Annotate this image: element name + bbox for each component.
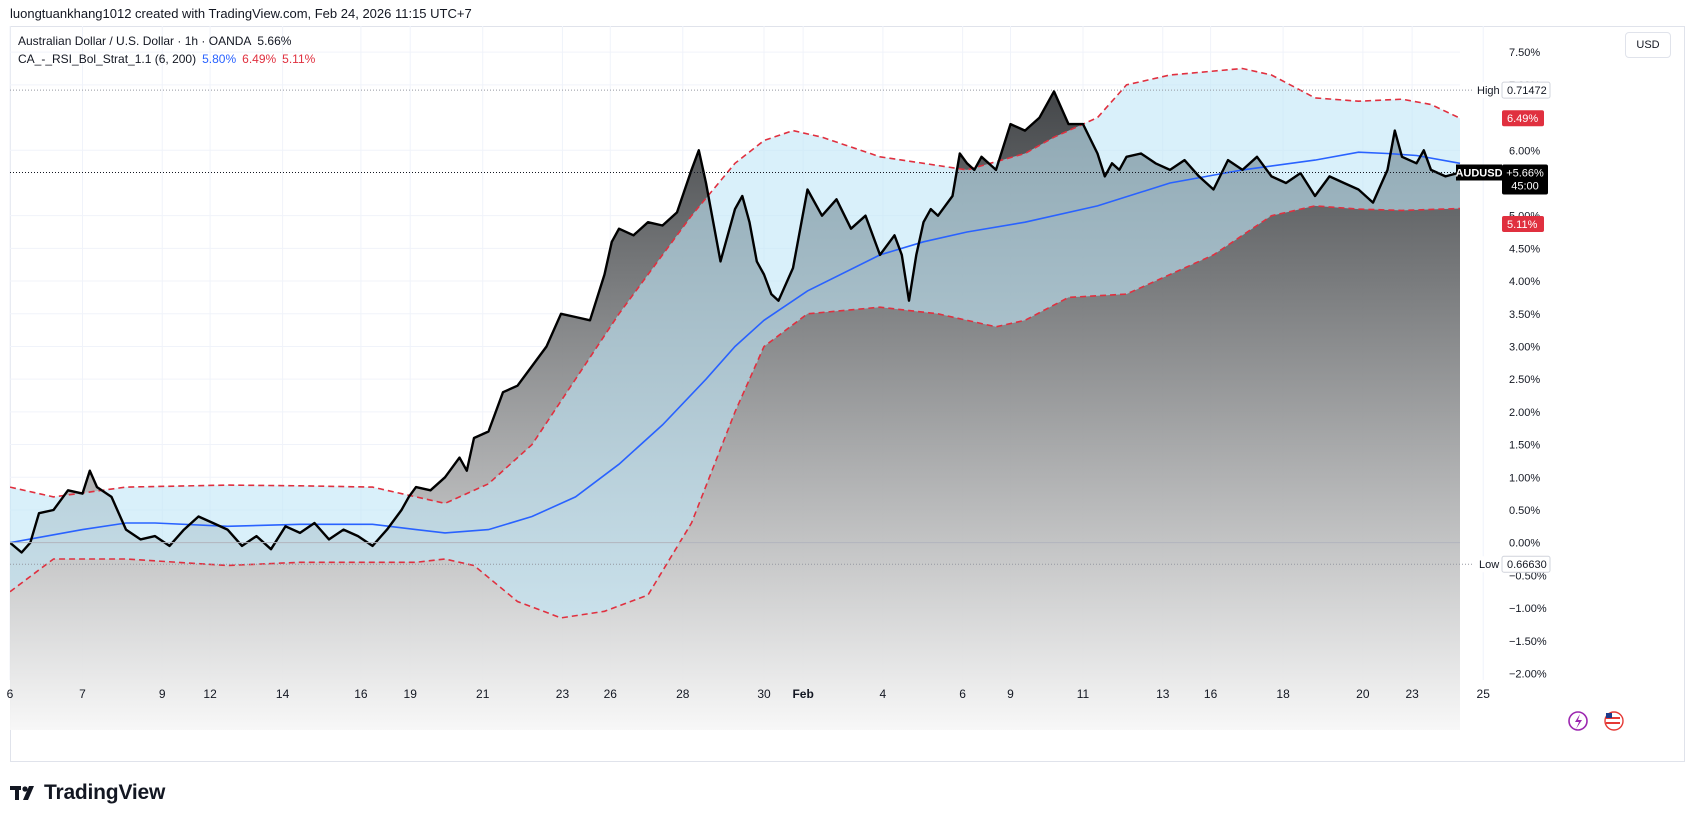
- indicator-legend-label: CA_-_RSI_Bol_Strat_1.1 (6, 200): [18, 52, 197, 66]
- lower-band-line: [10, 205, 1461, 619]
- y-tick-label: 1.00%: [1509, 472, 1540, 484]
- x-tick-label: 18: [1276, 687, 1290, 701]
- x-tick-label: 14: [276, 687, 290, 701]
- symbol-tag-bg: [1456, 164, 1502, 181]
- x-tick-label: 28: [676, 687, 690, 701]
- chart-attribution: luongtuankhang1012 created with TradingV…: [10, 6, 472, 21]
- indicator-value-lower: 5.11%: [282, 52, 316, 66]
- x-tick-label: 4: [880, 687, 887, 701]
- flag-icon-canton: [1606, 713, 1612, 718]
- x-tick-label: 21: [476, 687, 490, 701]
- price-tag-bg: [1502, 164, 1548, 195]
- x-tick-label: 9: [1007, 687, 1014, 701]
- currency-button[interactable]: USD: [1625, 32, 1671, 58]
- x-tick-label: 23: [1405, 687, 1419, 701]
- high-label: High: [1477, 85, 1500, 97]
- high-label-bg: [1474, 82, 1504, 99]
- low-label: Low: [1479, 559, 1499, 571]
- upper-band-tag: [1502, 110, 1544, 127]
- symbol-tag-text: AUDUSD: [1455, 167, 1502, 179]
- lower-band-tag: [1502, 216, 1544, 232]
- upper-band-line: [10, 67, 1461, 505]
- y-tick-label: 6.00%: [1509, 145, 1540, 157]
- high-value: 0.71472: [1507, 85, 1547, 97]
- y-tick-label: −0.50%: [1509, 570, 1547, 582]
- x-tick-label: 6: [959, 687, 966, 701]
- y-tick-label: 0.50%: [1509, 505, 1540, 517]
- y-tick-label: 4.00%: [1509, 276, 1540, 288]
- y-tick-label: 3.00%: [1509, 341, 1540, 353]
- x-tick-label: 16: [1204, 687, 1218, 701]
- y-tick-label: 0.00%: [1509, 538, 1540, 550]
- x-tick-label: Feb: [792, 687, 813, 701]
- indicator-legend[interactable]: CA_-_RSI_Bol_Strat_1.1 (6, 200) 5.80% 6.49…: [18, 52, 315, 66]
- symbol-legend-label: Australian Dollar / U.S. Dollar · 1h · O…: [18, 34, 252, 48]
- y-tick-label: −2.00%: [1509, 668, 1547, 680]
- indicator-value-upper: 6.49%: [242, 52, 277, 66]
- flag-icon-stripe-2: [1606, 722, 1620, 724]
- upper-band-tag-text: 6.49%: [1507, 113, 1538, 125]
- x-tick-label: 19: [404, 687, 418, 701]
- x-tick-label: 23: [556, 687, 570, 701]
- low-label-bg: [1474, 556, 1504, 573]
- basis-line: [10, 151, 1461, 544]
- y-tick-label: 4.50%: [1509, 243, 1540, 255]
- axis-tags: High0.71472Low0.666306.49%5.80%5.11%AUDU…: [1455, 81, 1551, 573]
- symbol-legend[interactable]: Australian Dollar / U.S. Dollar · 1h · O…: [18, 34, 291, 48]
- symbol-legend-value: 5.66%: [257, 34, 292, 48]
- y-tick-label: −1.50%: [1509, 636, 1547, 648]
- brand-name: TradingView: [44, 781, 166, 804]
- x-tick-label: 9: [159, 687, 166, 701]
- y-axis: 7.50%7.00%6.00%5.00%4.50%4.00%3.50%3.00%…: [1509, 47, 1547, 680]
- x-tick-label: 13: [1156, 687, 1170, 701]
- corner-icons: [1568, 711, 1624, 731]
- brand-logo[interactable]: TradingView: [10, 779, 165, 807]
- x-tick-label: 20: [1356, 687, 1370, 701]
- y-tick-label: 3.50%: [1509, 309, 1540, 321]
- y-tick-label: 1.50%: [1509, 440, 1540, 452]
- y-tick-label: 7.50%: [1509, 47, 1540, 59]
- x-tick-label: 30: [757, 687, 771, 701]
- price-line: [10, 90, 1461, 554]
- y-tick-label: 2.50%: [1509, 374, 1540, 386]
- x-tick-label: 7: [79, 687, 86, 701]
- x-axis: 6 7 9 12 14 16 19 21 23 26 28 30 Feb 4 6 9 11 13 16 18 20 23 2…: [7, 687, 1491, 701]
- y-tick-label: −1.00%: [1509, 603, 1547, 615]
- price-tag-countdown: 45:00: [1511, 180, 1539, 192]
- low-value: 0.66630: [1507, 559, 1547, 571]
- x-tick-label: 16: [354, 687, 368, 701]
- high-value-bg: [1501, 81, 1551, 99]
- lightning-icon-bolt: [1575, 714, 1582, 729]
- x-tick-label: 25: [1477, 687, 1491, 701]
- high-low-lines: [10, 89, 1504, 565]
- x-tick-label: 11: [1077, 687, 1090, 701]
- x-tick-label: 6: [7, 687, 14, 701]
- x-tick-label: 26: [604, 687, 618, 701]
- y-tick-label: 2.00%: [1509, 407, 1540, 419]
- tradingview-logo-icon: [10, 786, 34, 800]
- price-tag-value: +5.66%: [1506, 167, 1544, 179]
- x-tick-label: 12: [203, 687, 217, 701]
- lower-band-tag-text: 5.11%: [1507, 219, 1538, 231]
- indicator-value-basis: 5.80%: [202, 52, 237, 66]
- lightning-icon[interactable]: [1568, 711, 1588, 731]
- low-value-bg: [1501, 555, 1551, 573]
- flag-icon-stripe: [1606, 717, 1620, 719]
